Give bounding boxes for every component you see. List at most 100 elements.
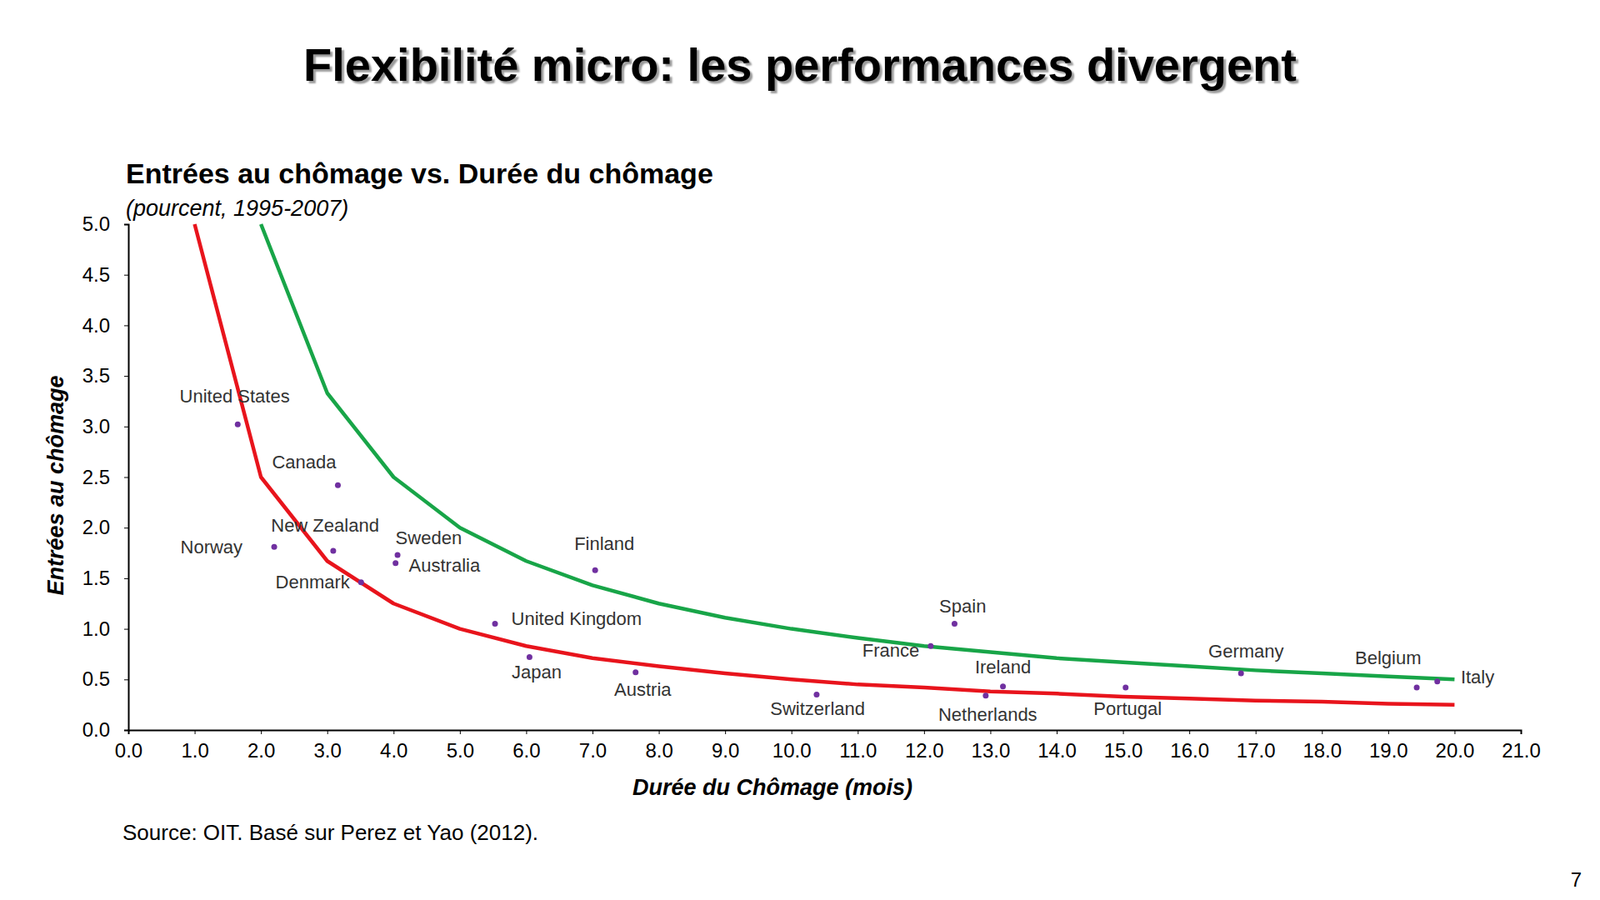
y-tick-label: 4.0 (82, 314, 110, 337)
y-tick: 0.5 (82, 667, 129, 690)
y-tick-mark (124, 730, 129, 731)
x-tick-mark (393, 730, 395, 735)
x-tick: 8.0 (645, 730, 673, 762)
y-tick: 0.0 (82, 718, 129, 741)
x-tick-label: 21.0 (1501, 739, 1541, 762)
x-tick-label: 14.0 (1037, 739, 1077, 762)
point (271, 544, 278, 550)
chart: Flexibilité micro: les performances dive… (0, 0, 1600, 900)
y-tick-mark (124, 578, 129, 580)
x-axis: 0.01.02.03.04.05.06.07.08.09.010.011.012… (115, 730, 1541, 762)
y-tick: 2.0 (82, 515, 129, 539)
x-tick-mark (1056, 730, 1058, 735)
point (1122, 685, 1129, 691)
point-label: Belgium (1355, 647, 1421, 669)
x-axis-title: Durée du Chômage (mois) (632, 775, 913, 800)
x-tick: 14.0 (1037, 730, 1077, 762)
x-tick: 20.0 (1435, 730, 1475, 762)
x-tick: 6.0 (512, 730, 540, 762)
page-number: 7 (1570, 868, 1582, 891)
x-tick: 9.0 (711, 730, 740, 762)
x-tick: 17.0 (1236, 730, 1276, 762)
point-label: Australia (409, 555, 481, 576)
x-tick-mark (592, 730, 594, 735)
point-label: Canada (271, 451, 337, 473)
x-tick-label: 17.0 (1236, 739, 1276, 762)
curve (195, 224, 1455, 705)
point (813, 691, 820, 698)
x-tick: 10.0 (772, 730, 812, 762)
point (1434, 678, 1440, 685)
slide-title: Flexibilité micro: les performances dive… (303, 38, 1297, 91)
point-label: Netherlands (938, 704, 1038, 725)
y-tick-label: 3.5 (82, 364, 110, 387)
x-tick-mark (1123, 730, 1125, 735)
point (330, 548, 336, 555)
point-label: Sweden (395, 527, 463, 549)
point (982, 692, 989, 699)
x-tick: 3.0 (314, 730, 342, 762)
y-tick: 3.5 (82, 364, 129, 387)
point-label: Ireland (975, 656, 1031, 678)
y-tick-mark (124, 477, 129, 479)
x-tick-mark (1454, 730, 1455, 735)
y-tick: 3.0 (82, 415, 129, 438)
x-tick: 18.0 (1302, 730, 1342, 762)
y-tick-mark (124, 375, 129, 377)
x-tick-mark (1520, 730, 1522, 735)
x-tick-mark (260, 730, 262, 735)
x-tick-mark (525, 730, 527, 735)
point (1414, 685, 1420, 691)
y-tick-label: 1.5 (82, 566, 110, 590)
y-tick: 2.5 (82, 465, 129, 489)
y-tick-label: 0.5 (82, 667, 110, 690)
x-tick-mark (725, 730, 726, 735)
y-tick: 1.5 (82, 566, 129, 590)
point (392, 560, 399, 566)
y-tick-mark (124, 426, 129, 428)
x-tick-label: 8.0 (645, 739, 673, 762)
x-tick-mark (1255, 730, 1257, 735)
point-label: Austria (614, 679, 672, 700)
source: Source: OIT. Basé sur Perez et Yao (2012… (122, 820, 539, 845)
point-label: Spain (939, 595, 986, 617)
point-label: Finland (574, 533, 635, 555)
point-label: United Kingdom (511, 608, 643, 630)
x-tick: 2.0 (247, 730, 275, 762)
x-tick: 7.0 (579, 730, 607, 762)
x-tick-label: 1.0 (180, 739, 209, 762)
point-label: France (862, 640, 920, 661)
y-tick: 4.5 (82, 263, 129, 286)
point (492, 620, 499, 627)
x-tick: 21.0 (1501, 730, 1541, 762)
x-tick: 16.0 (1170, 730, 1210, 762)
x-tick: 19.0 (1369, 730, 1409, 762)
point (526, 654, 533, 660)
chart-subtitle: (pourcent, 1995-2007) (125, 195, 349, 221)
point (358, 579, 365, 585)
x-tick-label: 6.0 (512, 739, 540, 762)
x-tick-mark (1388, 730, 1390, 735)
y-tick-label: 2.5 (82, 465, 110, 489)
x-tick-label: 13.0 (971, 739, 1011, 762)
x-tick: 1.0 (180, 730, 209, 762)
y-tick-mark (124, 325, 129, 326)
point (235, 421, 241, 428)
x-tick: 11.0 (839, 730, 877, 762)
point (1238, 670, 1245, 677)
x-tick-mark (924, 730, 925, 735)
y-tick: 4.0 (82, 314, 129, 337)
x-tick-mark (1189, 730, 1190, 735)
x-tick-label: 19.0 (1369, 739, 1409, 762)
y-tick-label: 4.5 (82, 263, 110, 286)
x-tick-label: 3.0 (314, 739, 342, 762)
point-labels: United StatesCanadaNorwayNew ZealandSwed… (180, 385, 1495, 726)
x-tick-label: 10.0 (772, 739, 812, 762)
x-axis-line (129, 730, 1522, 735)
x-tick-mark (990, 730, 991, 735)
point-label: Norway (180, 536, 244, 558)
chart-title: Entrées au chômage vs. Durée du chômage (125, 157, 714, 190)
y-tick-mark (124, 275, 129, 276)
x-tick-label: 9.0 (711, 739, 740, 762)
x-tick: 15.0 (1104, 730, 1144, 762)
